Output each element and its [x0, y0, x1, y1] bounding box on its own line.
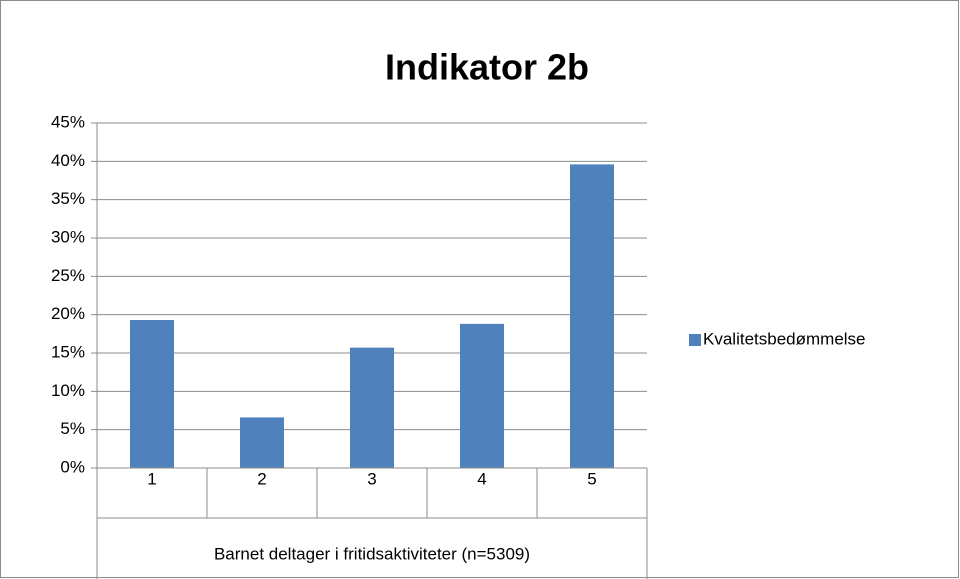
x-tick-label: 4	[477, 469, 486, 488]
y-tick-label: 35%	[51, 189, 85, 208]
legend-swatch	[689, 334, 701, 346]
x-axis-label: Barnet deltager i fritidsaktiviteter (n=…	[214, 544, 530, 563]
bar	[570, 164, 614, 468]
x-tick-label: 2	[257, 469, 266, 488]
y-tick-label: 20%	[51, 304, 85, 323]
bar	[130, 320, 174, 468]
legend-label: Kvalitetsbedømmelse	[703, 329, 866, 348]
bar	[240, 417, 284, 468]
y-tick-label: 40%	[51, 151, 85, 170]
y-tick-label: 15%	[51, 342, 85, 361]
y-tick-label: 25%	[51, 266, 85, 285]
bar	[460, 323, 504, 468]
chart-title: Indikator 2b	[385, 47, 589, 88]
x-tick-label: 3	[367, 469, 376, 488]
y-tick-label: 10%	[51, 381, 85, 400]
y-tick-label: 45%	[51, 112, 85, 131]
x-tick-label: 1	[147, 469, 156, 488]
y-tick-label: 30%	[51, 227, 85, 246]
y-tick-label: 5%	[60, 419, 85, 438]
bar	[350, 347, 394, 468]
y-tick-label: 0%	[60, 457, 85, 476]
x-tick-label: 5	[587, 469, 596, 488]
